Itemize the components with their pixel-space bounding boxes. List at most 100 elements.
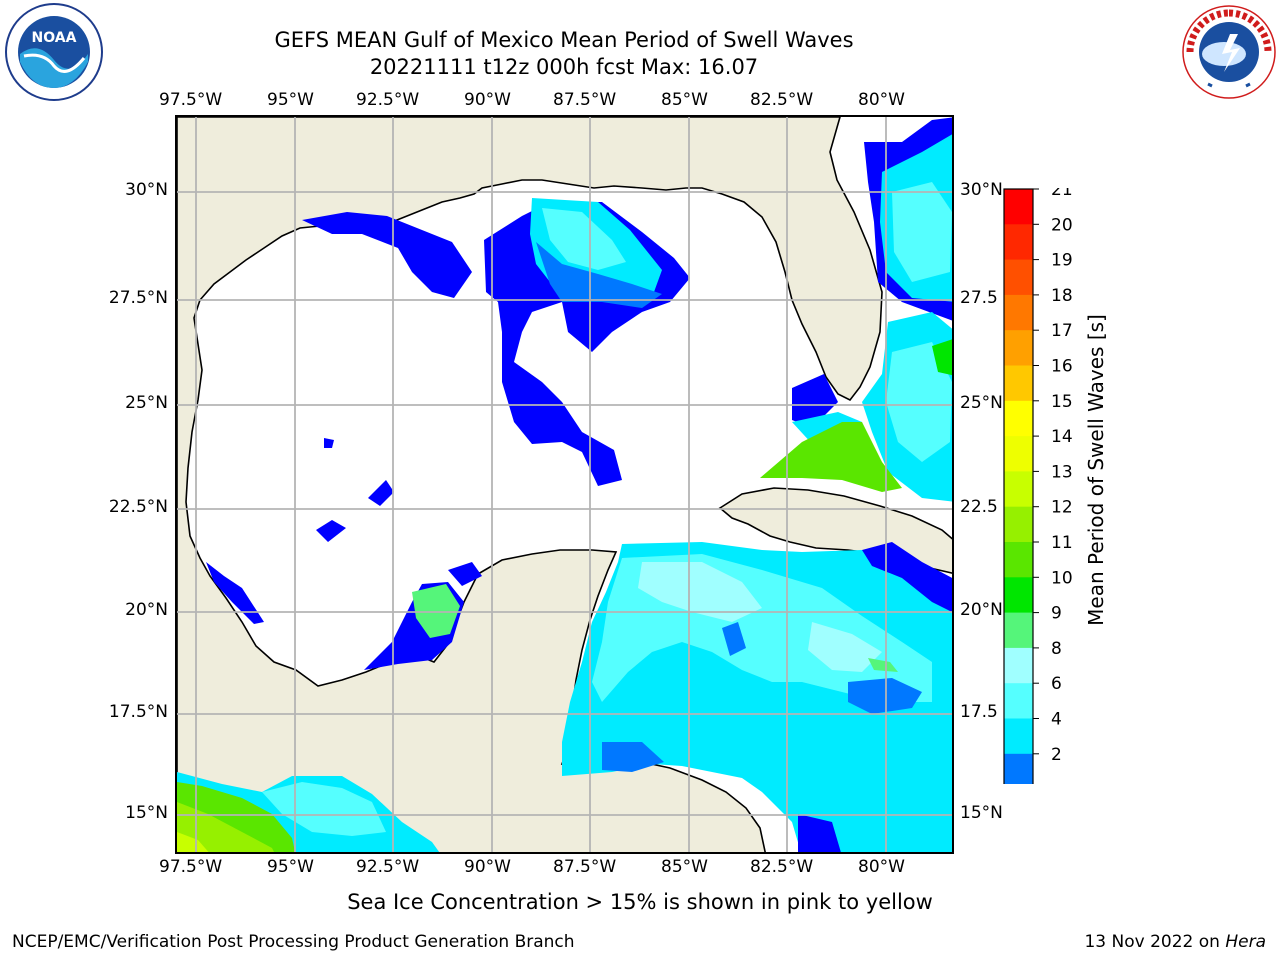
swell-patch xyxy=(412,584,460,638)
footer-date: 13 Nov 2022 on Hera xyxy=(1084,932,1266,952)
swell-patch xyxy=(602,742,664,772)
colorbar: 21 20 19 18 17 16 15 14 13 12 11 10 9 8 6 4 2 xyxy=(1003,188,1073,784)
colorbar-segment xyxy=(1004,683,1033,719)
sea-ice-note: Sea Ice Concentration > 15% is shown in … xyxy=(347,890,933,914)
colorbar-tick-label: 18 xyxy=(1051,286,1073,306)
colorbar-segment xyxy=(1004,471,1033,508)
swell-patch xyxy=(892,182,952,282)
nws-logo xyxy=(1181,4,1277,100)
colorbar-segment xyxy=(1004,542,1033,578)
colorbar-segment xyxy=(1004,189,1033,225)
swell-patch xyxy=(177,832,209,852)
colorbar-segment xyxy=(1004,400,1033,437)
lon-tick-top: 80°W xyxy=(858,90,905,110)
colorbar-segment xyxy=(1004,647,1033,684)
map-canvas xyxy=(177,117,952,852)
colorbar-tick-label: 16 xyxy=(1051,357,1073,377)
footer-credit: NCEP/EMC/Verification Post Processing Pr… xyxy=(12,932,575,952)
colorbar-outline xyxy=(1003,188,1034,784)
colorbar-tick-label: 21 xyxy=(1051,188,1073,200)
swell-patch xyxy=(324,438,334,448)
lon-tick-bottom: 87.5°W xyxy=(553,857,617,877)
swell-patch xyxy=(886,342,952,462)
colorbar-tick-label: 13 xyxy=(1051,462,1073,482)
swell-patch xyxy=(536,242,662,308)
colorbar-segments xyxy=(1003,188,1034,784)
lon-tick-bottom: 80°W xyxy=(858,857,905,877)
colorbar-segment xyxy=(1004,612,1033,649)
colorbar-segment xyxy=(1004,365,1033,402)
colorbar-segment xyxy=(1004,753,1033,784)
swell-patch xyxy=(932,339,952,376)
noaa-logo: NOAA xyxy=(5,3,103,101)
map-panel xyxy=(175,115,954,854)
lon-tick-bottom: 95°W xyxy=(267,857,314,877)
colorbar-tick-label: 12 xyxy=(1051,498,1073,518)
swell-patch xyxy=(542,208,626,270)
lon-tick-top: 87.5°W xyxy=(553,90,617,110)
lat-tick-left: 30°N xyxy=(125,180,168,200)
colorbar-segment xyxy=(1004,577,1033,614)
swell-patch xyxy=(262,782,386,836)
swell-patch xyxy=(848,678,922,714)
colorbar-segment xyxy=(1004,330,1033,366)
swell-patch xyxy=(808,622,882,672)
colorbar-tick-label: 2 xyxy=(1051,745,1062,765)
colorbar-tick-label: 20 xyxy=(1051,215,1073,235)
lon-tick-top: 95°W xyxy=(267,90,314,110)
lon-tick-bottom: 92.5°W xyxy=(356,857,420,877)
lat-tick-left: 17.5°N xyxy=(108,702,168,722)
lon-tick-top: 85°W xyxy=(661,90,708,110)
colorbar-segment xyxy=(1004,718,1033,755)
swell-patch xyxy=(792,374,838,428)
colorbar-segment xyxy=(1004,506,1033,543)
lat-tick-right: 15°N xyxy=(960,803,1003,823)
lat-tick-left: 25°N xyxy=(125,393,168,413)
colorbar-tick-label: 14 xyxy=(1051,427,1073,447)
footer-date-text: 13 Nov 2022 on xyxy=(1084,932,1220,952)
lon-tick-bottom: 97.5°W xyxy=(159,857,223,877)
lon-tick-top: 90°W xyxy=(464,90,511,110)
swell-patch xyxy=(368,480,394,506)
swell-patch xyxy=(798,814,841,852)
swell-patch xyxy=(316,520,346,542)
swell-patch xyxy=(862,542,952,612)
colorbar-ticks: 21 20 19 18 17 16 15 14 13 12 11 10 9 8 6 4 2 xyxy=(1033,188,1073,765)
lon-tick-top: 92.5°W xyxy=(356,90,420,110)
colorbar-segment xyxy=(1004,294,1033,331)
swell-patch xyxy=(302,212,472,298)
lon-tick-top: 82.5°W xyxy=(750,90,814,110)
colorbar-tick-label: 17 xyxy=(1051,321,1073,341)
lat-tick-left: 27.5°N xyxy=(108,288,168,308)
lat-tick-right: 17.5 xyxy=(960,702,998,722)
swell-patch xyxy=(722,622,746,656)
gridlines xyxy=(177,117,952,852)
lon-tick-bottom: 82.5°W xyxy=(750,857,814,877)
colorbar-tick-label: 11 xyxy=(1051,533,1073,553)
lat-tick-right: 22.5 xyxy=(960,497,998,517)
chart-subtitle: 20221111 t12z 000h fcst Max: 16.07 xyxy=(369,55,759,79)
swell-patch xyxy=(760,422,902,492)
lat-tick-left: 22.5°N xyxy=(108,497,168,517)
lat-tick-left: 20°N xyxy=(125,600,168,620)
lon-tick-top: 97.5°W xyxy=(159,90,223,110)
swell-patch xyxy=(206,562,264,624)
lat-tick-right: 27.5 xyxy=(960,288,998,308)
colorbar-segment xyxy=(1004,224,1033,261)
chart-title: GEFS MEAN Gulf of Mexico Mean Period of … xyxy=(274,28,854,52)
swell-patch xyxy=(868,658,898,672)
colorbar-segment xyxy=(1004,259,1033,296)
colorbar-tick-label: 4 xyxy=(1051,710,1062,730)
colorbar-tick-label: 8 xyxy=(1051,639,1062,659)
colorbar-label: Mean Period of Swell Waves [s] xyxy=(1084,314,1108,626)
colorbar-tick-label: 19 xyxy=(1051,251,1073,271)
colorbar-tick-label: 9 xyxy=(1051,604,1062,624)
swell-patch xyxy=(448,562,482,586)
lat-tick-right: 30°N xyxy=(960,180,1003,200)
svg-text:NOAA: NOAA xyxy=(32,30,77,46)
swell-field xyxy=(177,117,952,852)
colorbar-tick-label: 6 xyxy=(1051,674,1062,694)
swell-patch xyxy=(638,562,762,622)
colorbar-tick-label: 10 xyxy=(1051,568,1073,588)
lat-tick-right: 25°N xyxy=(960,393,1003,413)
